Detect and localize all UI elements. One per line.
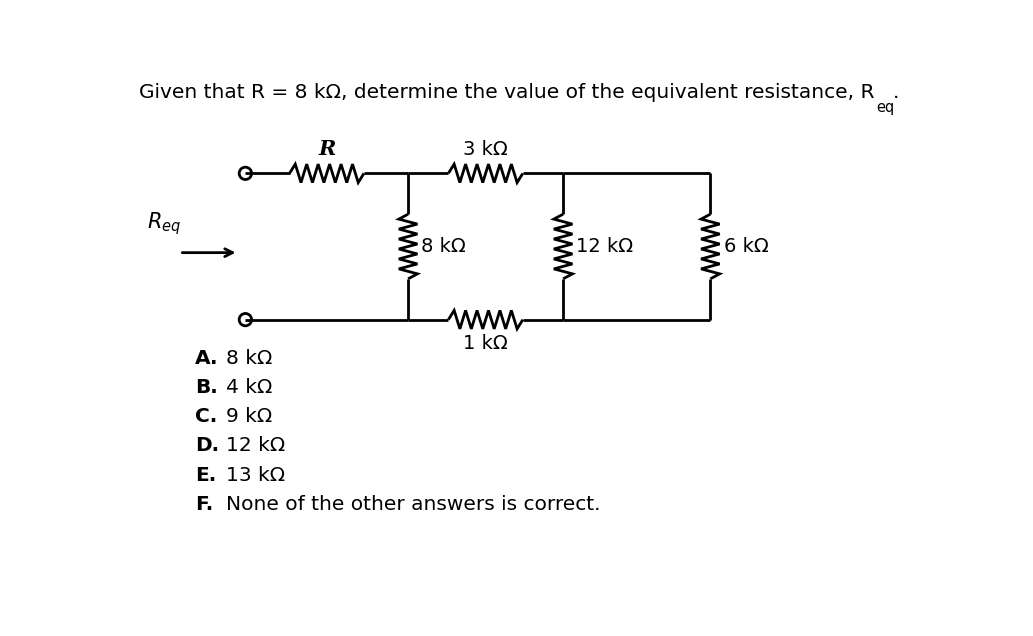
Text: .: . <box>894 83 900 102</box>
Text: A.: A. <box>195 349 219 368</box>
Text: C.: C. <box>195 407 217 426</box>
Text: eq: eq <box>876 100 895 114</box>
Text: B.: B. <box>195 378 218 397</box>
Text: R: R <box>318 139 336 160</box>
Text: F.: F. <box>195 495 213 514</box>
Text: 9 kΩ: 9 kΩ <box>226 407 273 426</box>
Text: 1 kΩ: 1 kΩ <box>463 333 508 352</box>
Text: 6 kΩ: 6 kΩ <box>723 237 769 256</box>
Text: Given that R = 8 kΩ, determine the value of the equivalent resistance, R: Given that R = 8 kΩ, determine the value… <box>139 83 875 102</box>
Text: 8 kΩ: 8 kΩ <box>421 237 466 256</box>
Text: 4 kΩ: 4 kΩ <box>226 378 273 397</box>
Text: 12 kΩ: 12 kΩ <box>226 436 285 455</box>
Text: $R_{eq}$: $R_{eq}$ <box>147 211 181 237</box>
Text: E.: E. <box>195 466 216 485</box>
Text: 8 kΩ: 8 kΩ <box>226 349 273 368</box>
Text: 12 kΩ: 12 kΩ <box>576 237 633 256</box>
Text: None of the other answers is correct.: None of the other answers is correct. <box>226 495 600 514</box>
Text: D.: D. <box>195 436 219 455</box>
Text: 3 kΩ: 3 kΩ <box>463 141 508 160</box>
Text: 13 kΩ: 13 kΩ <box>226 466 285 485</box>
